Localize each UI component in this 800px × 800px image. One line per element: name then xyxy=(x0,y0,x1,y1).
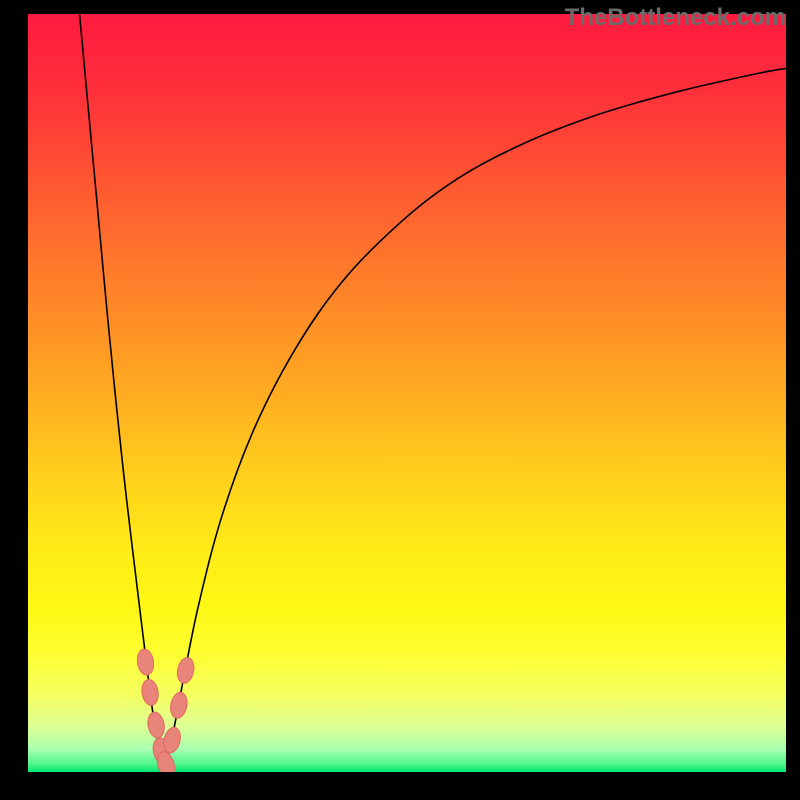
plot-area xyxy=(28,14,786,772)
watermark: TheBottleneck.com xyxy=(565,4,786,32)
chart-container: TheBottleneck.com xyxy=(0,0,800,800)
